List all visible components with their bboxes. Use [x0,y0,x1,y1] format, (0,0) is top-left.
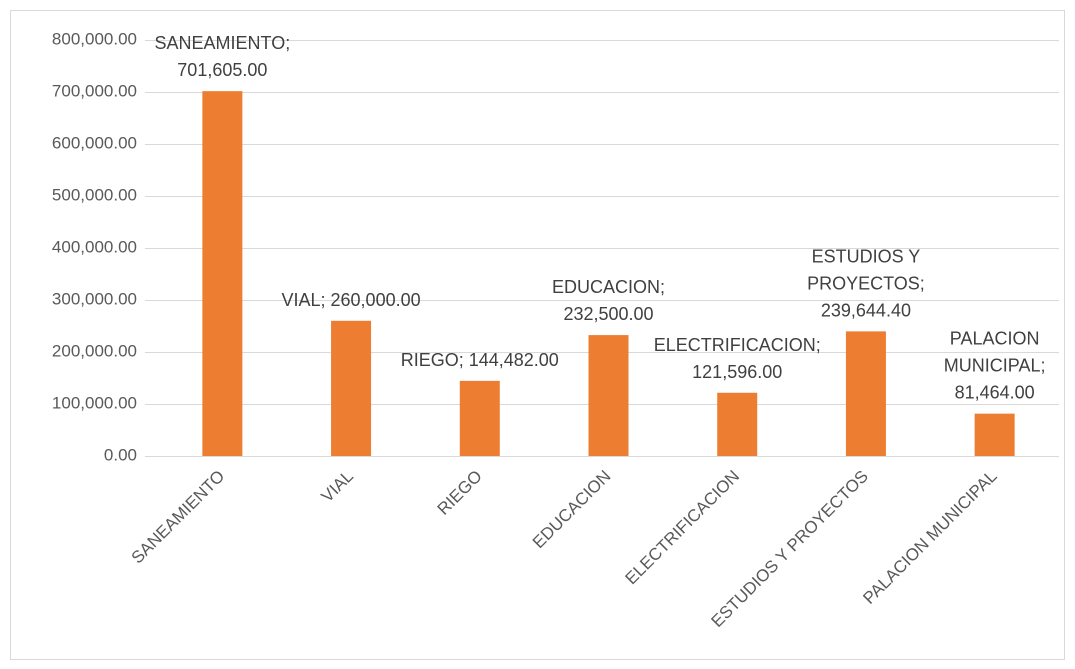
data-label: VIAL; 260,000.00 [282,290,421,310]
bar [845,331,886,456]
data-label-line: ESTUDIOS Y [812,246,921,266]
data-label-line: EDUCACION; [552,277,665,297]
y-tick-label: 0.00 [104,445,137,464]
data-label: ELECTRIFICACION; 121,596.00 [654,335,821,382]
y-tick-label: 700,000.00 [52,81,137,100]
bar [717,392,758,456]
bar [588,335,629,456]
y-tick-label: 400,000.00 [52,237,137,256]
data-label-line: MUNICIPAL; [944,355,1046,375]
data-label: RIEGO; 144,482.00 [401,350,559,370]
y-tick-label: 100,000.00 [52,393,137,412]
data-label-line: 232,500.00 [563,304,653,324]
data-label: EDUCACION; 232,500.00 [552,277,665,324]
data-label-line: ELECTRIFICACION; [654,335,821,355]
bar [974,413,1015,456]
y-tick-label: 300,000.00 [52,289,137,308]
data-label-line: 239,644.40 [821,300,911,320]
data-label-line: RIEGO; 144,482.00 [401,350,559,370]
data-label: PALACION MUNICIPAL; 81,464.00 [944,328,1046,402]
y-tick-label: 200,000.00 [52,341,137,360]
bar [459,380,500,456]
data-label: SANEAMIENTO; 701,605.00 [155,33,291,80]
chart-border [10,10,1065,660]
data-label-line: 121,596.00 [692,362,782,382]
data-label-line: SANEAMIENTO; [155,33,291,53]
data-label-line: 81,464.00 [955,382,1035,402]
data-label-line: PALACION [950,328,1040,348]
data-label-line: VIAL; 260,000.00 [282,290,421,310]
data-label: ESTUDIOS Y PROYECTOS; 239,644.40 [807,246,925,320]
data-label-line: PROYECTOS; [807,273,925,293]
bar [331,320,372,456]
y-tick-label: 600,000.00 [52,133,137,152]
bar [202,91,243,456]
y-tick-label: 500,000.00 [52,185,137,204]
y-tick-label: 800,000.00 [52,29,137,48]
data-label-line: 701,605.00 [177,60,267,80]
